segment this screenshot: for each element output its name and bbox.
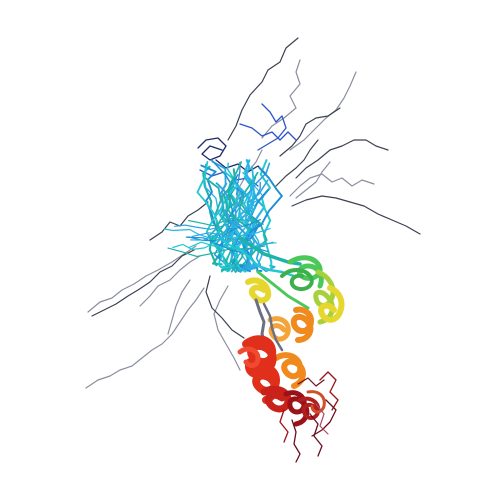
backbone-strand (202, 165, 225, 266)
backbone-strand (262, 302, 284, 352)
helix-segment (298, 396, 321, 420)
helix-segment (290, 306, 314, 343)
backbone-strand (221, 183, 261, 270)
c-terminal-cluster (279, 371, 339, 463)
backbone-strand (257, 103, 287, 151)
helix-segment (248, 363, 280, 404)
tail-strand (167, 279, 191, 335)
backbone-strand (291, 419, 301, 463)
helix-segment (280, 268, 314, 291)
tail-strand (291, 195, 421, 235)
green-loop-region (234, 236, 345, 325)
tail-strand (275, 139, 319, 187)
tail-strand (289, 173, 375, 197)
backbone-strand (309, 413, 323, 457)
backbone-strand (174, 220, 244, 230)
tail-strand (85, 287, 205, 389)
red-helix-region (237, 335, 292, 413)
backbone-strand (172, 236, 240, 251)
helix-segment (267, 316, 291, 342)
disordered-tails (85, 37, 421, 389)
helix-segment (237, 346, 261, 368)
tail-strand (91, 249, 195, 317)
backbone-strand (196, 161, 235, 269)
helix-segment (245, 277, 272, 304)
backbone-strand (190, 228, 271, 243)
backbone-strand (319, 371, 339, 411)
backbone-strand (197, 137, 227, 161)
tail-strand (139, 255, 201, 307)
backbone-strand (297, 377, 325, 387)
cyan-core-bundle (163, 159, 283, 273)
helix-segment (318, 285, 345, 323)
tail-strand (213, 285, 241, 371)
backbone-strand (256, 270, 310, 310)
backbone-strand (279, 409, 289, 443)
backbone-strand (315, 403, 329, 435)
tail-strand (205, 275, 245, 339)
helix-segment (273, 352, 306, 389)
backbone-strand (191, 232, 274, 248)
tail-strand (227, 37, 299, 141)
helix-segment (306, 390, 326, 414)
tail-strand (295, 139, 389, 179)
helix-segment (287, 255, 324, 289)
backbone-strand (163, 228, 235, 239)
backbone-strand (239, 123, 297, 141)
backbone-strand (167, 245, 266, 258)
helix-segment (260, 385, 292, 413)
tail-strand (295, 161, 331, 199)
backbone-strand (311, 399, 337, 437)
backbone-strand (219, 159, 255, 251)
backbone-strand (187, 241, 277, 252)
tail-strand (261, 59, 301, 139)
tail-strand (87, 245, 197, 313)
backbone-strand (188, 218, 264, 227)
tail-strand (279, 107, 341, 157)
